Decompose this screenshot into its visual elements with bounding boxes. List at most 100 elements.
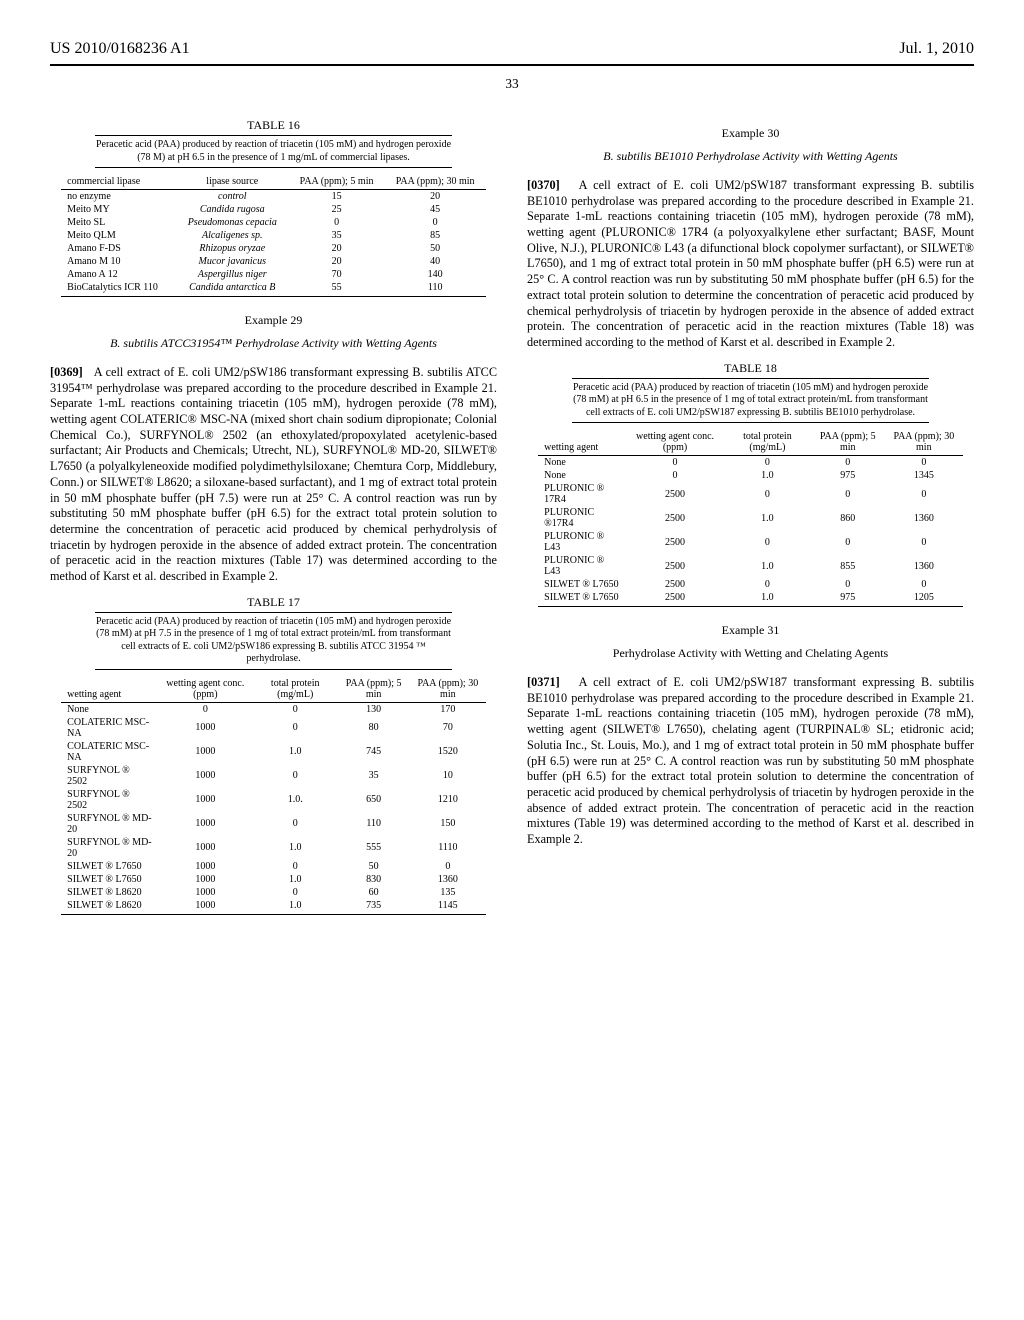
table-row: SILWET ® L86201000060135 (61, 886, 486, 899)
table-cell: 20 (384, 190, 485, 204)
table-row: SURFYNOL ® MD-2010001.05551110 (61, 836, 486, 860)
table-cell: 1520 (410, 740, 486, 764)
table-cell: 745 (337, 740, 409, 764)
table-cell: 1145 (410, 899, 486, 915)
table-row: Meito SLPseudomonas cepacia00 (61, 216, 486, 229)
table-cell: 80 (337, 716, 409, 740)
table-cell: SILWET ® L8620 (61, 899, 157, 915)
table-row: COLATERIC MSC-NA100008070 (61, 716, 486, 740)
table-cell: 0 (724, 456, 810, 470)
table-cell: 0 (724, 578, 810, 591)
example29-subtitle-text: B. subtilis ATCC31954™ Perhydrolase Acti… (110, 336, 437, 350)
table-cell: SILWET ® L8620 (61, 886, 157, 899)
table-cell: 1000 (158, 812, 253, 836)
table-cell: 1000 (158, 716, 253, 740)
table-cell: 1205 (885, 591, 963, 607)
table-cell: Amano M 10 (61, 255, 176, 268)
table-cell: Amano F-DS (61, 242, 176, 255)
example31-title: Example 31 (527, 623, 974, 638)
table-cell: 1.0. (253, 788, 337, 812)
table-cell: 2500 (626, 591, 724, 607)
table-cell: 20 (289, 255, 385, 268)
table-cell: Candida rugosa (176, 203, 289, 216)
table-cell: Meito MY (61, 203, 176, 216)
table-cell: 1345 (885, 469, 963, 482)
table-cell: 170 (410, 702, 486, 716)
table-cell: 1000 (158, 873, 253, 886)
table-header: PAA (ppm); 5 min (289, 174, 385, 190)
table-cell: 1360 (885, 554, 963, 578)
table-cell: 555 (337, 836, 409, 860)
doc-number: US 2010/0168236 A1 (50, 40, 190, 58)
table-row: Amano F-DSRhizopus oryzae2050 (61, 242, 486, 255)
table-cell: 0 (811, 530, 885, 554)
table-cell: 1000 (158, 899, 253, 915)
example29-title: Example 29 (50, 313, 497, 328)
table-cell: 110 (384, 281, 485, 297)
example31-subtitle: Perhydrolase Activity with Wetting and C… (527, 646, 974, 661)
para-num-0369: [0369] (50, 365, 83, 379)
table-row: SILWET ® L862010001.07351145 (61, 899, 486, 915)
example30-title: Example 30 (527, 126, 974, 141)
table-header: total protein (mg/mL) (724, 429, 810, 456)
table-row: SILWET ® L765010000500 (61, 860, 486, 873)
page-header: US 2010/0168236 A1 Jul. 1, 2010 (50, 40, 974, 58)
table-cell: PLURONIC ® L43 (538, 530, 626, 554)
table-cell: 15 (289, 190, 385, 204)
table-cell: 1.0 (253, 740, 337, 764)
table-cell: 110 (337, 812, 409, 836)
table-cell: 0 (885, 530, 963, 554)
table-cell: 50 (384, 242, 485, 255)
table-cell: 20 (289, 242, 385, 255)
table-cell: None (61, 702, 157, 716)
example30-subtitle-text: B. subtilis BE1010 Perhydrolase Activity… (603, 149, 897, 163)
table-cell: 70 (410, 716, 486, 740)
table-row: no enzymecontrol1520 (61, 190, 486, 204)
table-row: SURFYNOL ® 250210001.0.6501210 (61, 788, 486, 812)
table-cell: control (176, 190, 289, 204)
table-cell: 1.0 (253, 899, 337, 915)
table-header: wetting agent conc. (ppm) (626, 429, 724, 456)
table-cell: 1360 (410, 873, 486, 886)
table-header: total protein (mg/mL) (253, 676, 337, 703)
table-cell: 135 (410, 886, 486, 899)
table-header: lipase source (176, 174, 289, 190)
table-cell: PLURONIC ® 17R4 (538, 482, 626, 506)
para-num-0370: [0370] (527, 178, 560, 192)
table-cell: SURFYNOL ® 2502 (61, 788, 157, 812)
table-cell: 50 (337, 860, 409, 873)
table-cell: 55 (289, 281, 385, 297)
table-cell: 1.0 (724, 591, 810, 607)
example30-body: [0370] A cell extract of E. coli UM2/pSW… (527, 178, 974, 351)
table-cell: 0 (253, 716, 337, 740)
table-cell: SILWET ® L7650 (538, 578, 626, 591)
table-header: PAA (ppm); 30 min (384, 174, 485, 190)
table-cell: 1.0 (724, 469, 810, 482)
table-row: PLURONIC ® 17R42500000 (538, 482, 963, 506)
table-cell: 150 (410, 812, 486, 836)
table-cell: 130 (337, 702, 409, 716)
table-cell: 1000 (158, 860, 253, 873)
table-cell: 975 (811, 469, 885, 482)
left-column: TABLE 16 Peracetic acid (PAA) produced b… (50, 110, 497, 929)
table-cell: 2500 (626, 482, 724, 506)
header-rule (50, 64, 974, 66)
table17-caption: Peracetic acid (PAA) produced by reactio… (95, 612, 453, 670)
table-cell: 1360 (885, 506, 963, 530)
table-cell: 2500 (626, 554, 724, 578)
table-cell: 650 (337, 788, 409, 812)
table-cell: COLATERIC MSC-NA (61, 716, 157, 740)
table-cell: Mucor javanicus (176, 255, 289, 268)
table-row: SURFYNOL ® MD-2010000110150 (61, 812, 486, 836)
table-header: wetting agent conc. (ppm) (158, 676, 253, 703)
table-cell: COLATERIC MSC-NA (61, 740, 157, 764)
table-cell: SURFYNOL ® MD-20 (61, 836, 157, 860)
example31-body: [0371] A cell extract of E. coli UM2/pSW… (527, 675, 974, 848)
table-cell: 40 (384, 255, 485, 268)
table-row: SILWET ® L765010001.08301360 (61, 873, 486, 886)
para-num-0371: [0371] (527, 675, 560, 689)
table-cell: 0 (885, 578, 963, 591)
table-cell: None (538, 456, 626, 470)
example31-text: A cell extract of E. coli UM2/pSW187 tra… (527, 675, 974, 846)
table-cell: 0 (410, 860, 486, 873)
